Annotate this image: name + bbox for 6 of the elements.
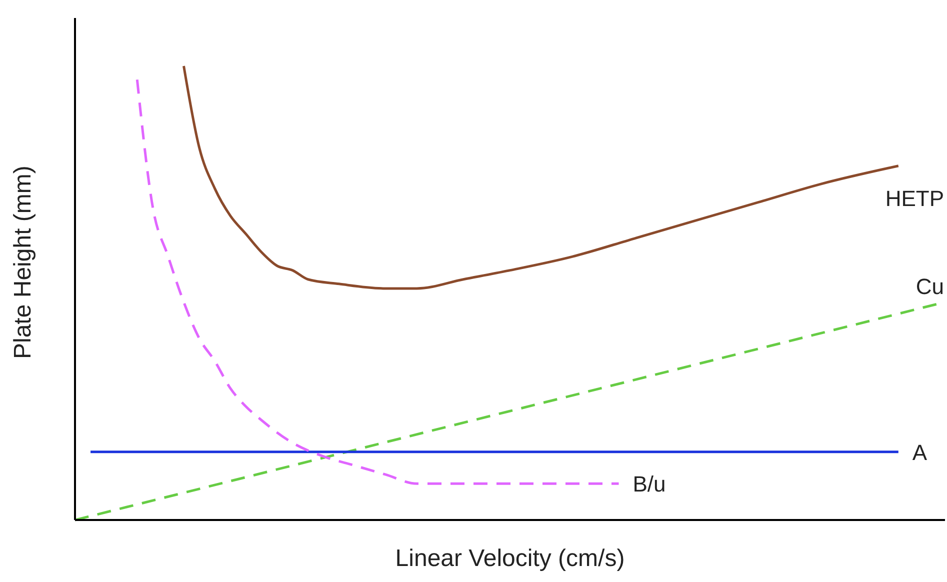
series-label: B/u xyxy=(632,472,666,497)
y-axis-title: Plate Height (mm) xyxy=(10,166,37,359)
series-label: Cu xyxy=(916,274,944,300)
series-label: HETP xyxy=(885,186,944,211)
x-axis-title: Linear Velocity (cm/s) xyxy=(395,545,625,572)
series-label: A xyxy=(912,440,928,465)
